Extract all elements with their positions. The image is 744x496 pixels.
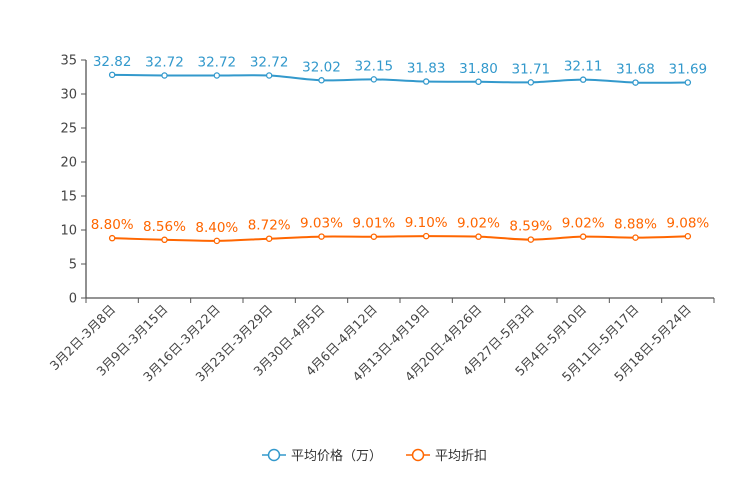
data-label: 32.15: [355, 58, 394, 74]
legend[interactable]: 平均价格（万） 平均折扣: [262, 448, 487, 464]
legend-label: 平均折扣: [435, 449, 487, 464]
data-point[interactable]: [161, 72, 168, 79]
data-point[interactable]: [475, 233, 482, 240]
legend-item-0[interactable]: 平均价格（万）: [262, 448, 382, 464]
data-label: 32.82: [93, 54, 132, 70]
data-point[interactable]: [579, 233, 587, 240]
data-label: 32.11: [564, 59, 603, 75]
data-label: 31.69: [669, 62, 708, 78]
legend-label: 平均价格（万）: [291, 448, 382, 464]
data-label: 9.02%: [562, 216, 605, 232]
series-line: [112, 73, 688, 84]
legend-item-1[interactable]: 平均折扣: [406, 448, 487, 464]
y-tick-label: 5: [69, 258, 77, 273]
series-line: [112, 235, 688, 242]
y-tick-label: 35: [60, 54, 77, 69]
data-point[interactable]: [213, 237, 221, 245]
data-label: 9.10%: [405, 215, 448, 231]
data-point[interactable]: [213, 72, 221, 79]
y-tick-label: 10: [60, 224, 77, 239]
data-label: 8.88%: [614, 217, 657, 233]
data-label: 9.02%: [457, 216, 500, 232]
data-label: 8.56%: [143, 219, 186, 235]
series-layer: 32.82 32.72 32.72 32.72 32.02 32.15 31.83 31.80…: [91, 54, 709, 245]
data-label: 8.40%: [195, 220, 238, 236]
series-0: 32.82 32.72 32.72 32.72 32.02 32.15 31.83 31.80…: [93, 54, 708, 86]
legend-swatch-marker: [411, 448, 425, 462]
data-point[interactable]: [370, 233, 378, 240]
data-point[interactable]: [527, 236, 535, 243]
y-axis: 0 5 10 15 20 25 30 35: [60, 54, 87, 307]
data-label: 31.71: [512, 61, 551, 77]
data-point[interactable]: [161, 236, 168, 244]
series-1: 8.80% 8.56% 8.40% 8.72% 9.03% 9.01% 9.10% 9.02%…: [91, 215, 709, 245]
data-label: 32.72: [198, 55, 237, 71]
data-point[interactable]: [318, 77, 325, 84]
x-axis: 3月2日-3月8日3月9日-3月15日3月16日-3月22日3月23日-3月29…: [47, 297, 715, 384]
data-point[interactable]: [422, 78, 430, 85]
y-tick-label: 20: [60, 156, 77, 171]
data-label: 9.08%: [666, 215, 709, 231]
data-point[interactable]: [632, 79, 639, 86]
data-label: 9.03%: [300, 216, 343, 232]
data-point[interactable]: [579, 76, 587, 83]
data-point[interactable]: [422, 232, 430, 240]
legend-swatch-marker: [267, 448, 281, 462]
data-point[interactable]: [527, 79, 535, 86]
data-point[interactable]: [108, 71, 116, 79]
y-tick-label: 15: [60, 190, 77, 205]
y-tick-label: 0: [69, 292, 77, 307]
data-point[interactable]: [265, 235, 273, 242]
data-label: 31.83: [407, 61, 446, 77]
data-label: 31.68: [616, 62, 655, 78]
y-tick-label: 30: [60, 88, 77, 103]
data-point[interactable]: [684, 79, 692, 86]
data-label: 9.01%: [352, 216, 395, 232]
data-label: 8.72%: [248, 218, 291, 234]
data-point[interactable]: [318, 233, 325, 240]
data-label: 8.59%: [509, 219, 552, 235]
data-point[interactable]: [475, 78, 482, 86]
data-label: 31.80: [459, 61, 498, 77]
data-point[interactable]: [108, 234, 116, 242]
y-tick-label: 25: [60, 122, 77, 137]
data-point[interactable]: [684, 233, 692, 240]
data-label: 8.80%: [91, 217, 134, 233]
data-point[interactable]: [265, 72, 273, 79]
data-point[interactable]: [632, 234, 639, 241]
data-label: 32.72: [145, 55, 184, 71]
data-point[interactable]: [370, 76, 378, 83]
data-label: 32.02: [302, 59, 341, 75]
data-label: 32.72: [250, 55, 289, 71]
